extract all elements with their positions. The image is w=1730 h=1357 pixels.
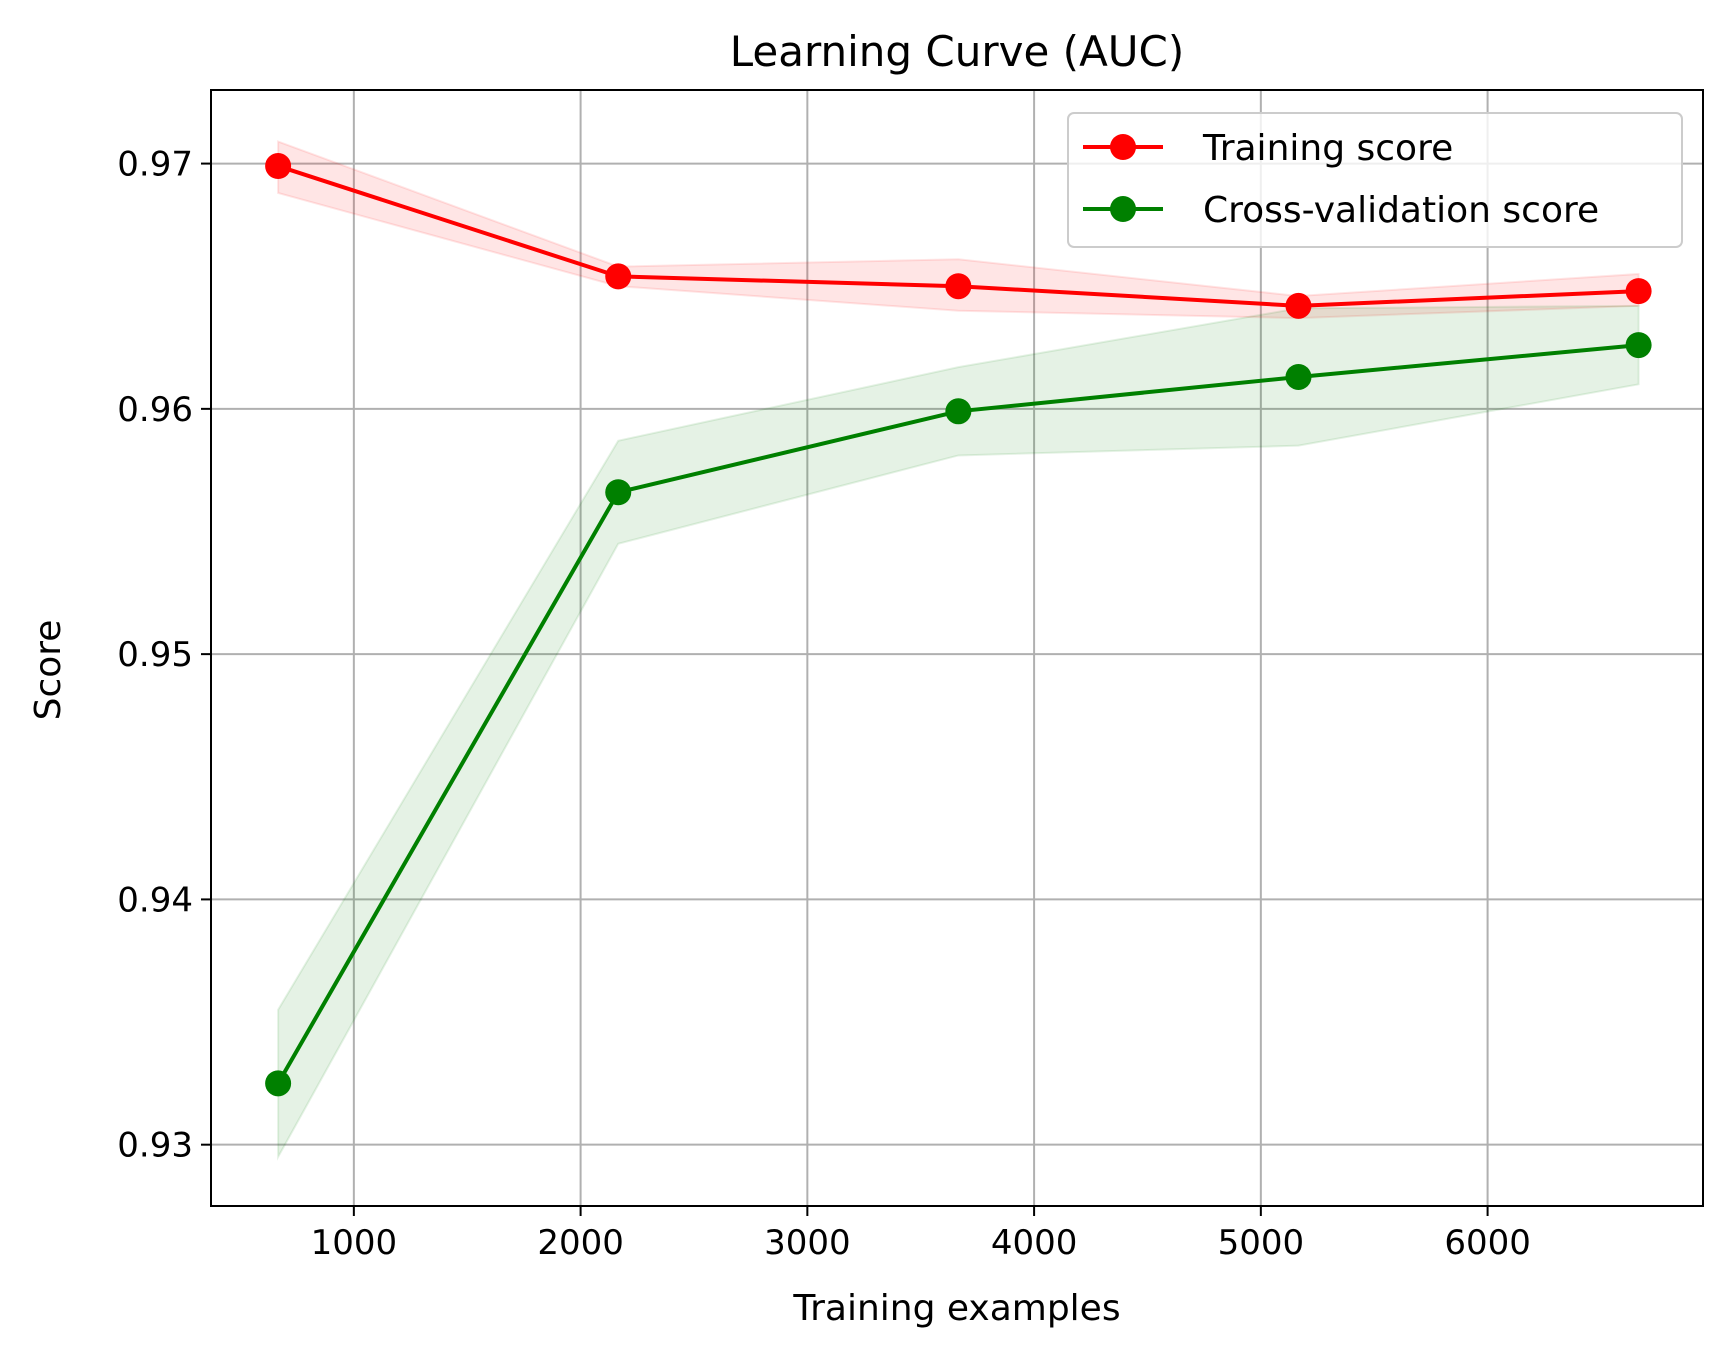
cross-validation-score-point — [1625, 332, 1652, 359]
cross-validation-score-point — [605, 479, 632, 506]
cross-validation-score-point — [265, 1070, 292, 1097]
x-tick-label: 3000 — [764, 1223, 851, 1263]
series-markers — [265, 153, 1652, 1097]
legend-label-training: Training score — [1202, 128, 1453, 169]
axis-ticks: 1000 2000 3000 4000 5000 6000 0.93 0.94 0.95 0.96… — [117, 145, 1531, 1263]
x-tick-label: 1000 — [311, 1223, 398, 1263]
chart-title: Learning Curve (AUC) — [730, 27, 1185, 76]
training-score-point — [265, 153, 292, 180]
training-score-point — [945, 273, 972, 300]
x-tick-label: 6000 — [1444, 1223, 1531, 1263]
y-tick-label: 0.93 — [117, 1126, 193, 1166]
x-tick-label: 2000 — [537, 1223, 624, 1263]
legend-marker-training — [1110, 134, 1136, 160]
cross-validation-score-band — [277, 304, 1640, 1161]
y-axis-title: Score — [28, 620, 69, 721]
cross-validation-score-point — [1285, 363, 1312, 390]
x-axis-title: Training examples — [792, 1288, 1120, 1329]
training-score-point — [1625, 278, 1652, 305]
training-score-point — [1285, 292, 1312, 319]
legend-marker-cross-validation — [1110, 196, 1136, 222]
x-tick-label: 4000 — [991, 1223, 1078, 1263]
y-tick-label: 0.97 — [117, 145, 193, 185]
y-tick-label: 0.96 — [117, 390, 193, 430]
legend-box — [1067, 112, 1683, 248]
plot-frame — [210, 89, 1704, 1207]
cross-validation-score-point — [945, 398, 972, 425]
x-tick-label: 5000 — [1218, 1223, 1305, 1263]
legend-label-cross-validation: Cross-validation score — [1203, 190, 1599, 231]
legend: Training score Cross-validation score — [1067, 112, 1683, 248]
training-score-point — [605, 263, 632, 290]
y-tick-label: 0.94 — [117, 880, 193, 920]
y-tick-label: 0.95 — [117, 635, 193, 675]
